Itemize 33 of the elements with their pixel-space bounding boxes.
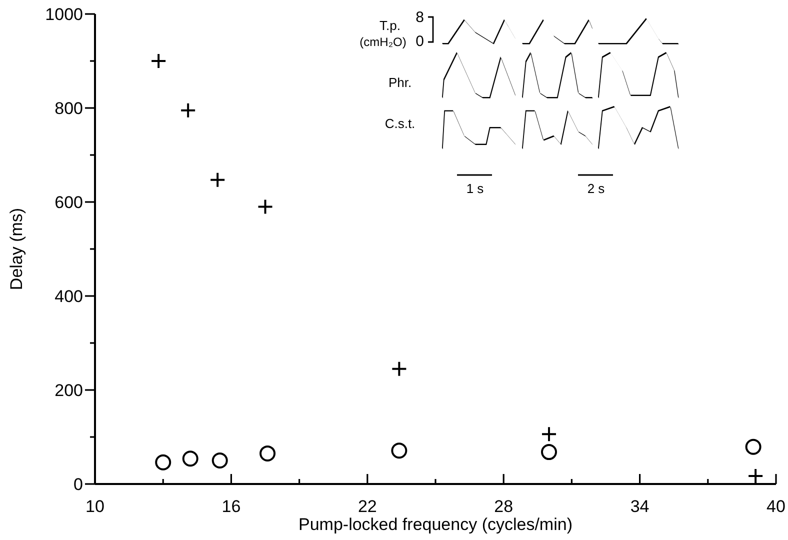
point bbox=[212, 452, 228, 468]
annotation: C.s.t. bbox=[384, 116, 416, 131]
annotation: 0 bbox=[416, 33, 424, 50]
y-tick-label: 600 bbox=[54, 192, 83, 212]
x-axis-title: Pump-locked frequency (cycles/min) bbox=[298, 515, 572, 534]
y-tick-label: 1000 bbox=[45, 4, 83, 24]
point bbox=[257, 198, 274, 215]
annotation: 1 s bbox=[466, 181, 484, 196]
point bbox=[260, 445, 276, 462]
y-tick-label: 200 bbox=[54, 380, 83, 400]
x-tick-label: 22 bbox=[358, 497, 377, 516]
point bbox=[182, 450, 198, 467]
point bbox=[391, 442, 408, 459]
x-tick-label: 40 bbox=[766, 497, 786, 516]
point bbox=[155, 454, 172, 470]
x-tick-label: 10 bbox=[86, 497, 104, 516]
point bbox=[391, 360, 408, 377]
point bbox=[541, 444, 557, 460]
point bbox=[745, 438, 762, 455]
annotation: (cmH₂O) bbox=[360, 35, 406, 49]
annotation: Phr. bbox=[388, 75, 412, 90]
point bbox=[210, 172, 226, 188]
x-tick-label: 34 bbox=[630, 497, 650, 516]
y-tick-label: 0 bbox=[74, 474, 83, 494]
annotation: T.p. bbox=[380, 18, 400, 33]
x-tick-label: 28 bbox=[494, 497, 514, 516]
annotation: 2 s bbox=[587, 181, 606, 196]
x-tick-label: 16 bbox=[222, 497, 241, 516]
y-axis-title: Delay (ms) bbox=[7, 208, 26, 290]
point bbox=[180, 102, 196, 118]
y-tick-label: 800 bbox=[54, 98, 83, 118]
y-tick-label: 400 bbox=[54, 286, 83, 306]
annotation: 8 bbox=[416, 9, 424, 26]
